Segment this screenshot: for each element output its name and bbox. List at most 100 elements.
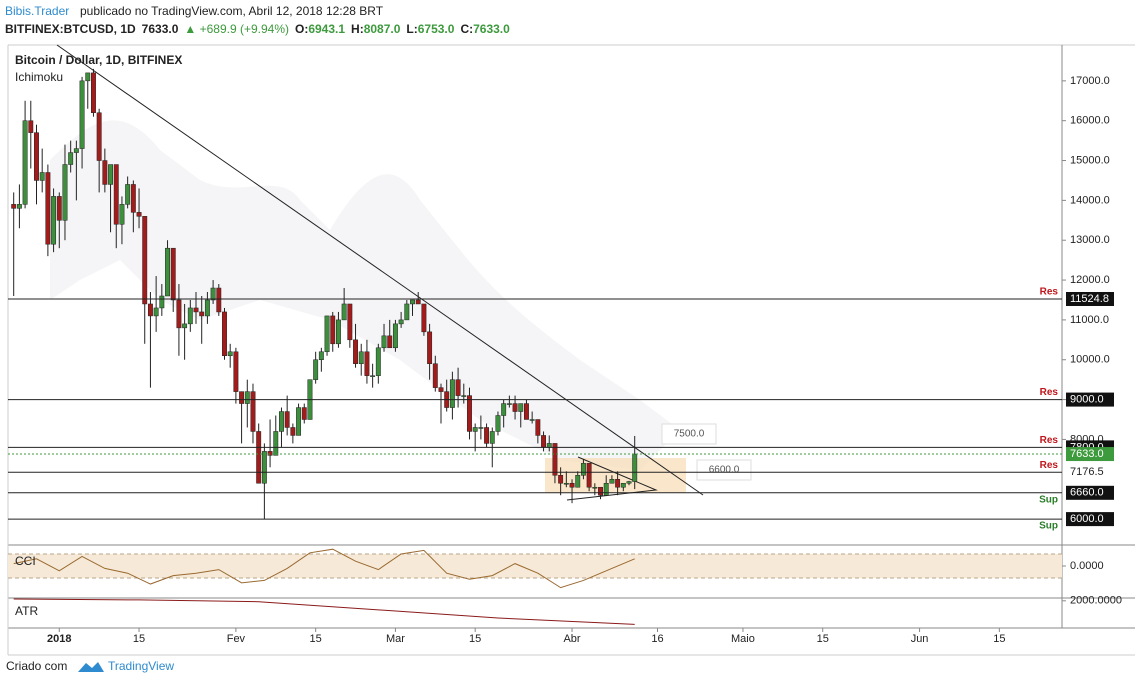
candle-body <box>387 335 393 349</box>
level-label: 6000.0 <box>1070 513 1104 525</box>
callout <box>661 423 717 445</box>
x-tick-label: Fev <box>227 633 246 645</box>
x-tick-label: Jun <box>911 633 929 645</box>
candle-body <box>518 403 524 412</box>
candle-body <box>318 351 324 360</box>
candle-body <box>580 463 586 476</box>
candle-body <box>279 411 284 432</box>
cci-line <box>13 548 635 589</box>
candle-body <box>267 451 273 456</box>
candle-body <box>335 319 341 345</box>
candle-body <box>233 351 239 392</box>
y-tick-label: 16000.0 <box>1070 115 1110 127</box>
candle-body <box>575 475 581 488</box>
atr-line <box>13 598 635 625</box>
callout-label: 7500.0 <box>674 429 705 440</box>
candle-body <box>626 481 632 484</box>
candle-body <box>558 475 564 484</box>
candle-body <box>489 431 495 444</box>
ichimoku-cloud <box>50 120 680 470</box>
panel-label: CCI <box>15 554 36 568</box>
candle-body <box>506 403 512 405</box>
candle-body <box>68 152 74 165</box>
candle-body <box>187 307 193 325</box>
candle-body <box>432 363 438 388</box>
candle-body <box>56 196 62 221</box>
candle-body <box>370 375 376 377</box>
y-tick-label: 13000.0 <box>1070 234 1110 246</box>
candle-body <box>204 299 210 317</box>
last-price-box <box>1066 447 1114 462</box>
candle-body <box>216 287 222 313</box>
candle-body <box>375 347 381 376</box>
candle-body <box>598 486 603 496</box>
header-text: 6943.1 <box>308 22 345 36</box>
candle-body <box>358 351 364 364</box>
candle-body <box>415 299 421 305</box>
candle-body <box>615 479 621 488</box>
logo <box>78 662 104 672</box>
candle-body <box>16 204 22 209</box>
published: publicado no TradingView.com, Abril 12, … <box>80 4 384 18</box>
candle-body <box>438 387 444 392</box>
trend-line <box>56 44 704 496</box>
candle-body <box>472 427 478 432</box>
candle-body <box>227 351 233 357</box>
header-text: O: <box>295 22 308 36</box>
candle-body <box>353 339 358 364</box>
level-tag: Res <box>1040 435 1059 446</box>
candle-body <box>563 482 569 485</box>
candle-body <box>478 427 484 429</box>
level-tag: Res <box>1040 287 1059 298</box>
candle-body <box>535 419 541 436</box>
candle-body <box>541 435 546 448</box>
candle-body <box>182 323 188 329</box>
cci-band <box>8 554 1062 579</box>
candle-body <box>484 427 490 444</box>
x-tick-label: Mar <box>386 633 405 645</box>
level-label: 6660.0 <box>1070 487 1104 499</box>
candle-body <box>296 407 302 436</box>
header-text: ▲ +689.9 (+9.94%) <box>184 22 289 36</box>
candle-body <box>261 451 267 484</box>
header-text: C: <box>460 22 473 36</box>
header-text: L: <box>406 22 417 36</box>
candle-body <box>79 80 85 149</box>
candle-body <box>11 204 17 209</box>
candle-body <box>210 287 216 301</box>
header-text: BITFINEX:BTCUSD, 1D <box>5 22 136 36</box>
candle-body <box>495 415 501 432</box>
candle-body <box>592 486 598 489</box>
footer-brand[interactable]: TradingView <box>108 659 174 673</box>
level-tag: Res <box>1040 387 1059 398</box>
level-label-box <box>1066 512 1114 527</box>
level-tag: Sup <box>1039 494 1058 505</box>
level-label: 9000.0 <box>1070 393 1104 405</box>
candle-body <box>170 247 176 301</box>
candle-body <box>398 319 404 325</box>
candle-body <box>341 303 347 321</box>
header-text: 7633.0 <box>473 22 510 36</box>
candle-body <box>449 379 455 408</box>
level-label-box <box>1066 291 1114 306</box>
candle-body <box>512 403 518 412</box>
candle-body <box>85 72 91 82</box>
candle-body <box>620 482 626 488</box>
candle-body <box>410 299 415 305</box>
candle-body <box>147 303 153 317</box>
candle-body <box>250 391 256 432</box>
y-tick-label: 17000.0 <box>1070 75 1110 87</box>
candle-body <box>91 72 96 113</box>
header-text: 7633.0 <box>142 22 179 36</box>
candle-body <box>609 479 615 484</box>
candle-body <box>586 463 592 488</box>
y-tick-label: 2000.0000 <box>1070 595 1122 607</box>
candle-body <box>130 184 136 213</box>
candle-body <box>153 307 159 317</box>
candle-body <box>364 351 370 376</box>
candle-body <box>427 331 433 364</box>
chart-title: Bitcoin / Dollar, 1D, BITFINEX <box>15 53 182 67</box>
candle-body <box>347 303 353 341</box>
